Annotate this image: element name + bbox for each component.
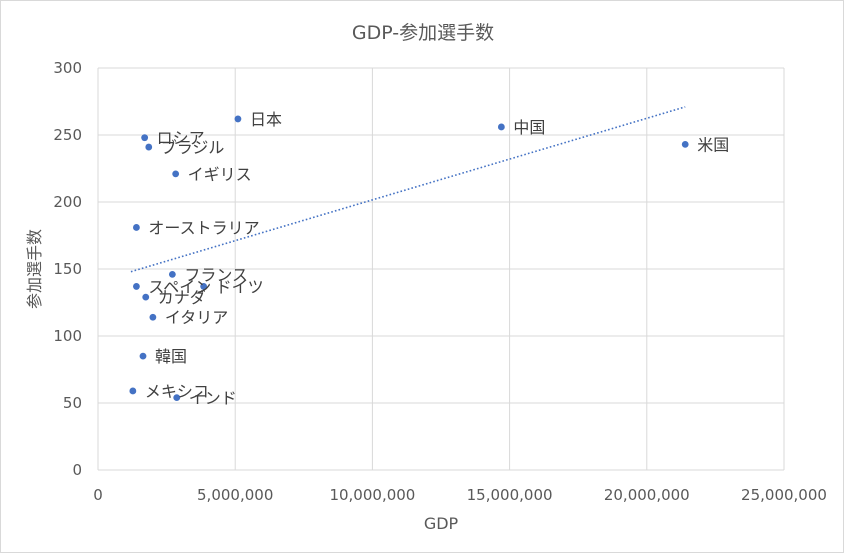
data-label: 中国 [513, 118, 545, 137]
data-point [172, 170, 180, 178]
data-point [142, 293, 150, 301]
data-label: オーストラリア [148, 218, 259, 237]
y-tick-label: 0 [72, 461, 82, 479]
y-tick-label: 200 [53, 193, 82, 211]
data-points [129, 115, 689, 402]
x-tick-label: 15,000,000 [467, 486, 553, 504]
data-label: ロシア [157, 129, 205, 148]
data-label: カナダ [158, 288, 206, 307]
data-point [168, 270, 176, 278]
x-tick-label: 20,000,000 [604, 486, 690, 504]
x-tick-label: 10,000,000 [329, 486, 415, 504]
data-point [145, 143, 153, 151]
y-tick-label: 250 [53, 126, 82, 144]
data-label: イタリア [165, 308, 228, 327]
y-axis-title: 参加選手数 [25, 229, 44, 309]
chart-title: GDP-参加選手数 [352, 22, 494, 44]
data-label: メキシコ [145, 382, 209, 401]
data-point [133, 224, 140, 231]
x-axis-ticks: 0 5,000,000 10,000,000 15,000,000 20,000,000… [93, 486, 827, 504]
data-point [173, 394, 181, 402]
data-point [497, 123, 505, 131]
data-label: インド [189, 389, 237, 408]
data-point [149, 313, 157, 321]
data-point [141, 134, 149, 142]
data-point [234, 115, 242, 123]
data-label: 米国 [697, 135, 729, 154]
data-point [133, 283, 140, 290]
data-label: イギリス [188, 165, 252, 184]
y-tick-label: 150 [53, 260, 82, 278]
data-label: 韓国 [155, 347, 187, 366]
y-tick-label: 300 [53, 59, 82, 77]
x-axis-title: GDP [424, 514, 459, 533]
x-tick-label: 0 [93, 486, 103, 504]
data-label: ドイツ [216, 277, 264, 296]
y-tick-label: 100 [53, 327, 82, 345]
y-tick-label: 50 [63, 394, 82, 412]
x-tick-label: 5,000,000 [197, 486, 273, 504]
data-label: 日本 [250, 110, 282, 129]
data-label: フランス [184, 265, 248, 284]
y-axis-ticks: 0 50 100 150 200 250 300 [53, 59, 82, 479]
data-point [200, 283, 208, 290]
data-label: ブラジル [161, 138, 225, 157]
data-point [681, 140, 689, 148]
gridlines [97, 67, 785, 471]
trendline [130, 106, 686, 273]
data-point [129, 387, 137, 395]
data-point [139, 352, 147, 360]
data-label: スペイン [148, 277, 211, 296]
x-tick-label: 25,000,000 [741, 486, 827, 504]
